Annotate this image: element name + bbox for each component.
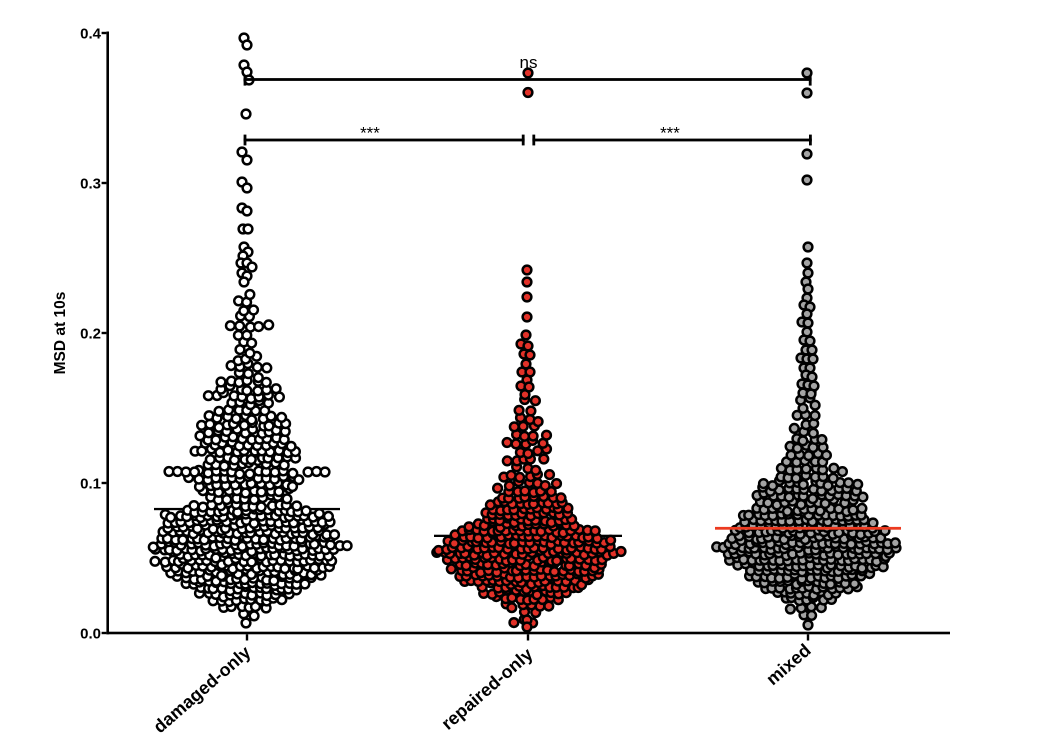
svg-text:***: *** xyxy=(660,124,680,143)
svg-text:0.4: 0.4 xyxy=(80,25,102,42)
svg-text:***: *** xyxy=(360,124,380,143)
svg-text:ns: ns xyxy=(520,53,538,72)
svg-text:MSD at 10s: MSD at 10s xyxy=(52,292,69,375)
svg-text:0.0: 0.0 xyxy=(80,625,101,642)
svg-text:0.2: 0.2 xyxy=(80,325,101,342)
svg-text:0.1: 0.1 xyxy=(80,475,101,492)
svg-text:0.3: 0.3 xyxy=(80,175,101,192)
